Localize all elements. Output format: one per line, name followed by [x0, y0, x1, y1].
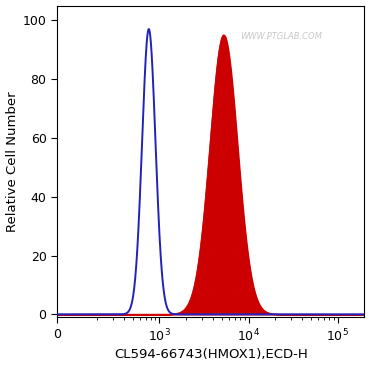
- X-axis label: CL594-66743(HMOX1),ECD-H: CL594-66743(HMOX1),ECD-H: [114, 348, 307, 361]
- Y-axis label: Relative Cell Number: Relative Cell Number: [6, 91, 18, 232]
- Text: WWW.PTGLAB.COM: WWW.PTGLAB.COM: [240, 32, 322, 41]
